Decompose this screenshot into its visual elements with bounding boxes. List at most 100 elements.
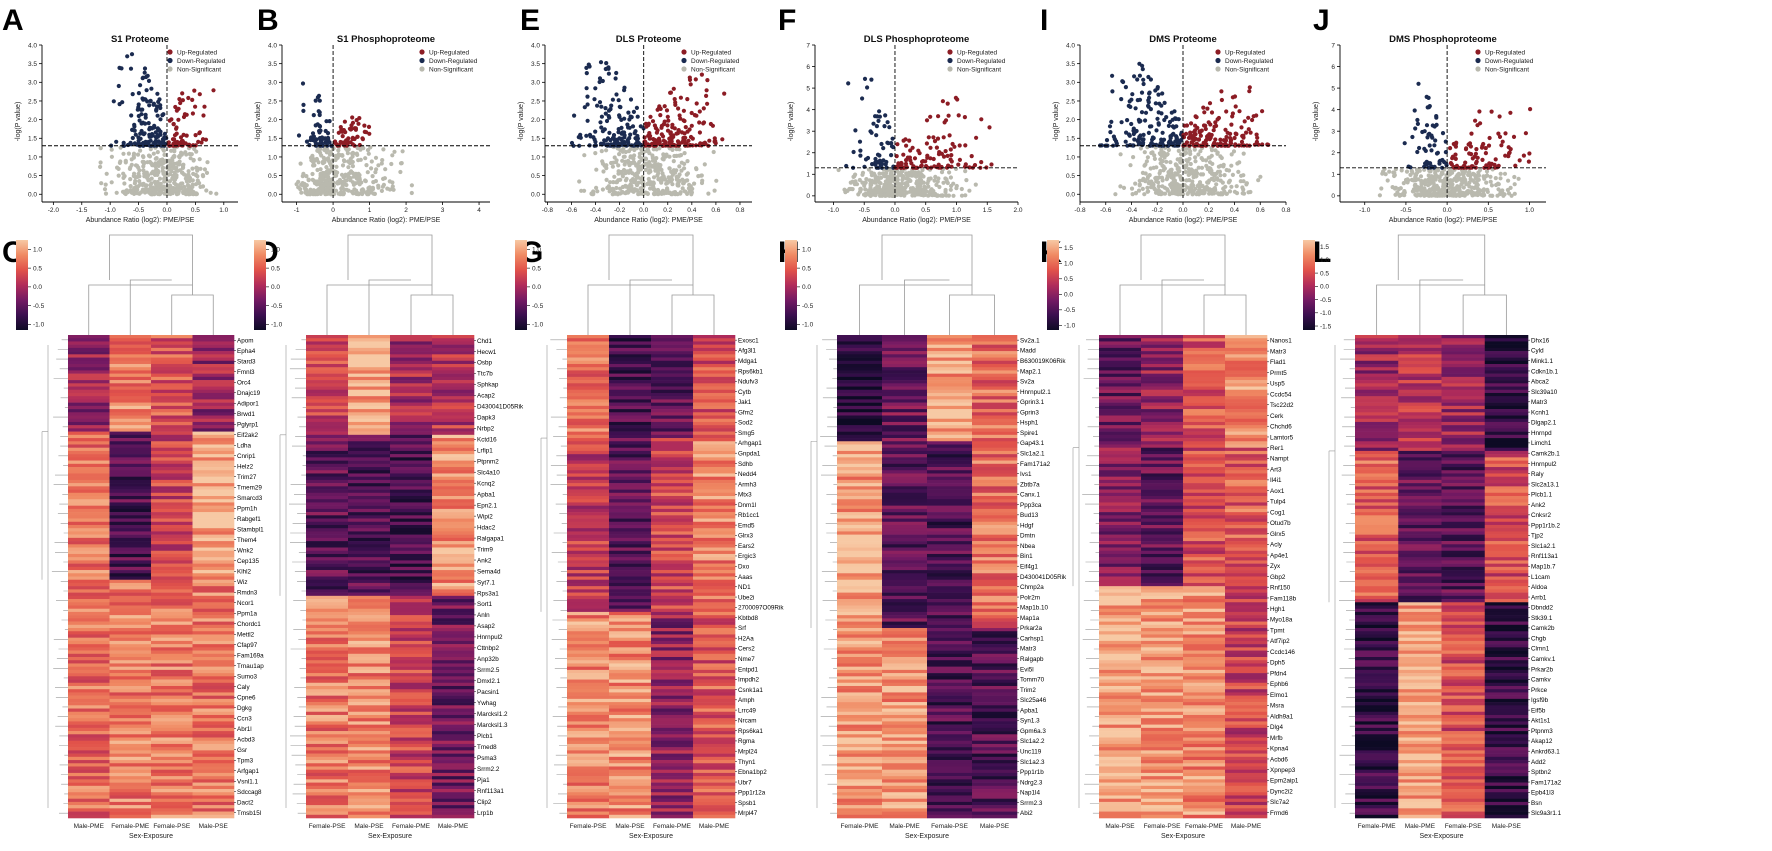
point-up: [658, 113, 663, 118]
point-ns: [186, 169, 191, 174]
heatmap-cell: [68, 499, 110, 503]
heatmap-cell: [109, 566, 152, 571]
heatmap-cell: [390, 431, 433, 436]
heatmap-cell: [348, 431, 391, 436]
point-ns: [145, 175, 150, 180]
point-ns: [664, 152, 669, 157]
point-up: [1198, 133, 1203, 138]
heatmap-cell: [192, 409, 235, 413]
heatmap-cell: [151, 492, 193, 497]
point-up: [1206, 120, 1211, 125]
point-down: [1148, 107, 1153, 112]
point-down: [879, 141, 884, 147]
point-ns: [109, 154, 114, 159]
heatmap-cell: [432, 492, 475, 497]
heatmap-cell: [109, 560, 152, 564]
heatmap-cell: [151, 467, 193, 471]
heatmap-cell: [432, 370, 475, 374]
point-ns: [883, 193, 888, 198]
point-ns: [169, 148, 174, 153]
point-down: [1128, 104, 1133, 109]
heatmap-cell: [68, 731, 110, 735]
point-ns: [1488, 174, 1493, 179]
gene-label: Ppm1h: [237, 506, 257, 513]
point-ns: [1159, 175, 1165, 180]
chart-title: DMS Phosphoproteome: [1389, 34, 1497, 45]
heatmap-cell: [348, 647, 391, 651]
heatmap-cell: [192, 463, 235, 468]
heatmap-cell: [348, 589, 391, 593]
point-down: [1422, 129, 1427, 134]
heatmap-cell: [68, 363, 110, 368]
gene-label: Orc4: [237, 380, 251, 387]
heatmap-cell: [151, 524, 193, 529]
point-ns: [1224, 167, 1229, 173]
point-ns: [1215, 191, 1220, 196]
point-ns: [174, 188, 179, 193]
point-ns: [372, 191, 377, 196]
heatmap-cell: [192, 631, 235, 635]
point-ns: [1229, 184, 1234, 189]
heatmap-cell: [68, 582, 110, 587]
heatmap-cell: [432, 363, 475, 368]
point-up: [1480, 157, 1485, 162]
heatmap-cell: [68, 798, 110, 803]
heatmap-cell: [151, 409, 193, 413]
point-ns: [1146, 189, 1151, 194]
point-down: [142, 66, 148, 71]
point-ns: [1200, 172, 1206, 177]
point-ns: [1398, 186, 1403, 191]
point-ns: [178, 168, 183, 173]
heatmap-cell: [192, 692, 235, 696]
point-ns: [943, 189, 948, 195]
point-up: [1203, 123, 1208, 128]
volcano-I: -0.8 -0.6 -0.4 -0.2 0.0 0.2 0.4 0.6 0.80.00.51.0…: [1053, 34, 1291, 224]
point-ns: [161, 160, 166, 166]
point-down: [317, 128, 322, 134]
point-ns: [1142, 150, 1147, 155]
point-ns: [902, 193, 907, 198]
heatmap-cell: [151, 470, 193, 474]
heatmap-cell: [192, 586, 235, 590]
point-ns: [1196, 165, 1201, 170]
heatmap-cell: [348, 599, 391, 603]
point-down: [132, 128, 137, 133]
heatmap-cell: [109, 492, 152, 497]
point-ns: [318, 171, 323, 176]
heatmap-cell: [109, 640, 152, 645]
point-ns: [171, 154, 176, 159]
point-down: [585, 102, 590, 107]
heatmap-cell: [109, 753, 152, 758]
point-up: [1189, 140, 1194, 145]
heatmap-cell: [192, 792, 235, 796]
heatmap-cell: [68, 402, 110, 407]
heatmap-cell: [348, 518, 391, 523]
point-down: [597, 79, 602, 85]
heatmap-cell: [390, 647, 433, 651]
point-down: [584, 86, 589, 91]
point-down: [628, 97, 634, 102]
point-ns: [692, 181, 697, 186]
y-tick-label: 0.5: [531, 173, 540, 180]
point-ns: [1145, 185, 1150, 190]
heatmap-cell: [390, 566, 433, 571]
point-up: [349, 123, 354, 128]
heatmap-cell: [151, 592, 193, 597]
point-ns: [1488, 179, 1493, 184]
heatmap-cell: [68, 566, 110, 571]
heatmap-cell: [192, 389, 235, 394]
heatmap-cell: [306, 386, 349, 391]
heatmap-cell: [390, 512, 433, 516]
point-down: [142, 70, 147, 75]
heatmap-cell: [390, 460, 433, 465]
heatmap-cell: [348, 566, 391, 571]
point-ns: [1391, 170, 1396, 175]
heatmap-cell: [192, 605, 235, 609]
point-up: [943, 118, 949, 123]
point-up: [1202, 110, 1207, 115]
point-down: [578, 135, 583, 140]
point-up: [351, 136, 356, 141]
point-ns: [1236, 169, 1241, 174]
point-ns: [1222, 173, 1227, 178]
point-up: [962, 115, 968, 120]
